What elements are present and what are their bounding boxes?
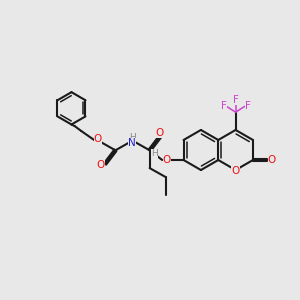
Text: O: O <box>232 166 240 176</box>
Text: H: H <box>151 149 158 158</box>
Text: O: O <box>94 134 102 144</box>
Text: F: F <box>233 95 239 105</box>
Text: O: O <box>163 155 171 165</box>
Text: F: F <box>244 101 250 111</box>
Text: N: N <box>128 138 136 148</box>
Text: H: H <box>129 133 136 142</box>
Text: O: O <box>156 128 164 138</box>
Text: O: O <box>97 160 105 170</box>
Text: O: O <box>268 155 276 165</box>
Text: F: F <box>221 101 226 111</box>
